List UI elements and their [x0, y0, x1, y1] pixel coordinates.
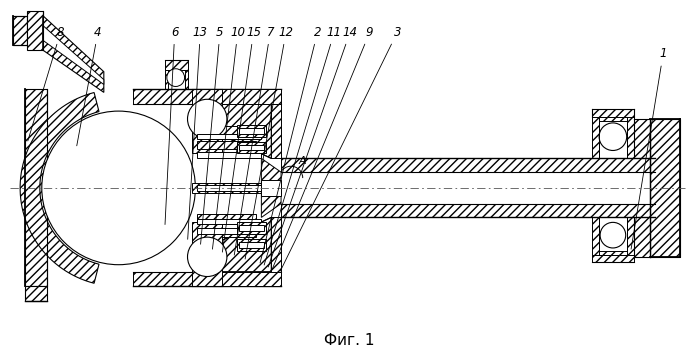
Polygon shape [192, 183, 281, 193]
Polygon shape [197, 217, 271, 272]
Polygon shape [239, 128, 264, 134]
Polygon shape [237, 125, 266, 137]
Polygon shape [261, 158, 281, 217]
Text: 3: 3 [280, 26, 401, 271]
Polygon shape [197, 104, 271, 158]
Polygon shape [25, 89, 47, 286]
Polygon shape [650, 119, 680, 257]
Polygon shape [633, 119, 650, 158]
Polygon shape [197, 185, 281, 191]
Text: 6: 6 [165, 26, 178, 225]
Polygon shape [197, 89, 281, 104]
Polygon shape [239, 225, 264, 231]
Circle shape [167, 69, 185, 86]
Text: 8: 8 [28, 26, 64, 141]
Polygon shape [633, 217, 650, 257]
Circle shape [600, 223, 626, 248]
Polygon shape [592, 217, 633, 255]
Text: 9: 9 [273, 26, 373, 269]
Text: A: A [298, 156, 306, 166]
Polygon shape [165, 65, 168, 89]
Polygon shape [237, 223, 266, 234]
Polygon shape [197, 229, 257, 237]
Polygon shape [261, 180, 281, 196]
Polygon shape [43, 16, 104, 93]
Polygon shape [134, 272, 281, 286]
Polygon shape [165, 60, 187, 70]
Polygon shape [281, 158, 655, 172]
Polygon shape [185, 65, 187, 89]
Text: 15: 15 [222, 26, 261, 252]
Polygon shape [13, 16, 27, 45]
Polygon shape [134, 89, 281, 104]
Text: 11: 11 [264, 26, 342, 265]
Text: 1: 1 [631, 48, 667, 249]
Polygon shape [27, 11, 43, 50]
Polygon shape [271, 217, 281, 272]
Polygon shape [239, 144, 264, 151]
Text: 2: 2 [260, 26, 322, 263]
Polygon shape [192, 124, 222, 154]
Text: 4: 4 [77, 26, 101, 146]
Polygon shape [192, 223, 222, 252]
Polygon shape [20, 93, 99, 283]
Polygon shape [599, 217, 627, 251]
Polygon shape [197, 126, 257, 134]
Polygon shape [237, 239, 266, 251]
Polygon shape [239, 242, 264, 248]
Text: 12: 12 [245, 26, 294, 259]
Polygon shape [197, 140, 257, 148]
Circle shape [187, 237, 227, 277]
Polygon shape [197, 134, 261, 139]
Polygon shape [197, 219, 261, 224]
Polygon shape [197, 228, 261, 234]
Polygon shape [197, 272, 281, 286]
Polygon shape [25, 286, 47, 301]
Polygon shape [281, 204, 655, 217]
Text: 13: 13 [188, 26, 208, 239]
Polygon shape [592, 117, 633, 158]
Text: 10: 10 [212, 26, 245, 249]
Polygon shape [237, 142, 266, 154]
Text: 7: 7 [234, 26, 274, 255]
Text: 14: 14 [268, 26, 357, 267]
Polygon shape [192, 252, 222, 286]
Polygon shape [197, 215, 257, 223]
Text: Фиг. 1: Фиг. 1 [324, 333, 374, 348]
Polygon shape [271, 104, 281, 158]
Circle shape [187, 99, 227, 139]
Polygon shape [592, 255, 633, 262]
Polygon shape [43, 25, 104, 85]
Circle shape [42, 111, 196, 265]
Polygon shape [192, 89, 222, 124]
Polygon shape [592, 109, 633, 117]
Polygon shape [197, 152, 261, 158]
Circle shape [599, 123, 627, 151]
Polygon shape [599, 121, 627, 158]
Text: 5: 5 [201, 26, 224, 244]
